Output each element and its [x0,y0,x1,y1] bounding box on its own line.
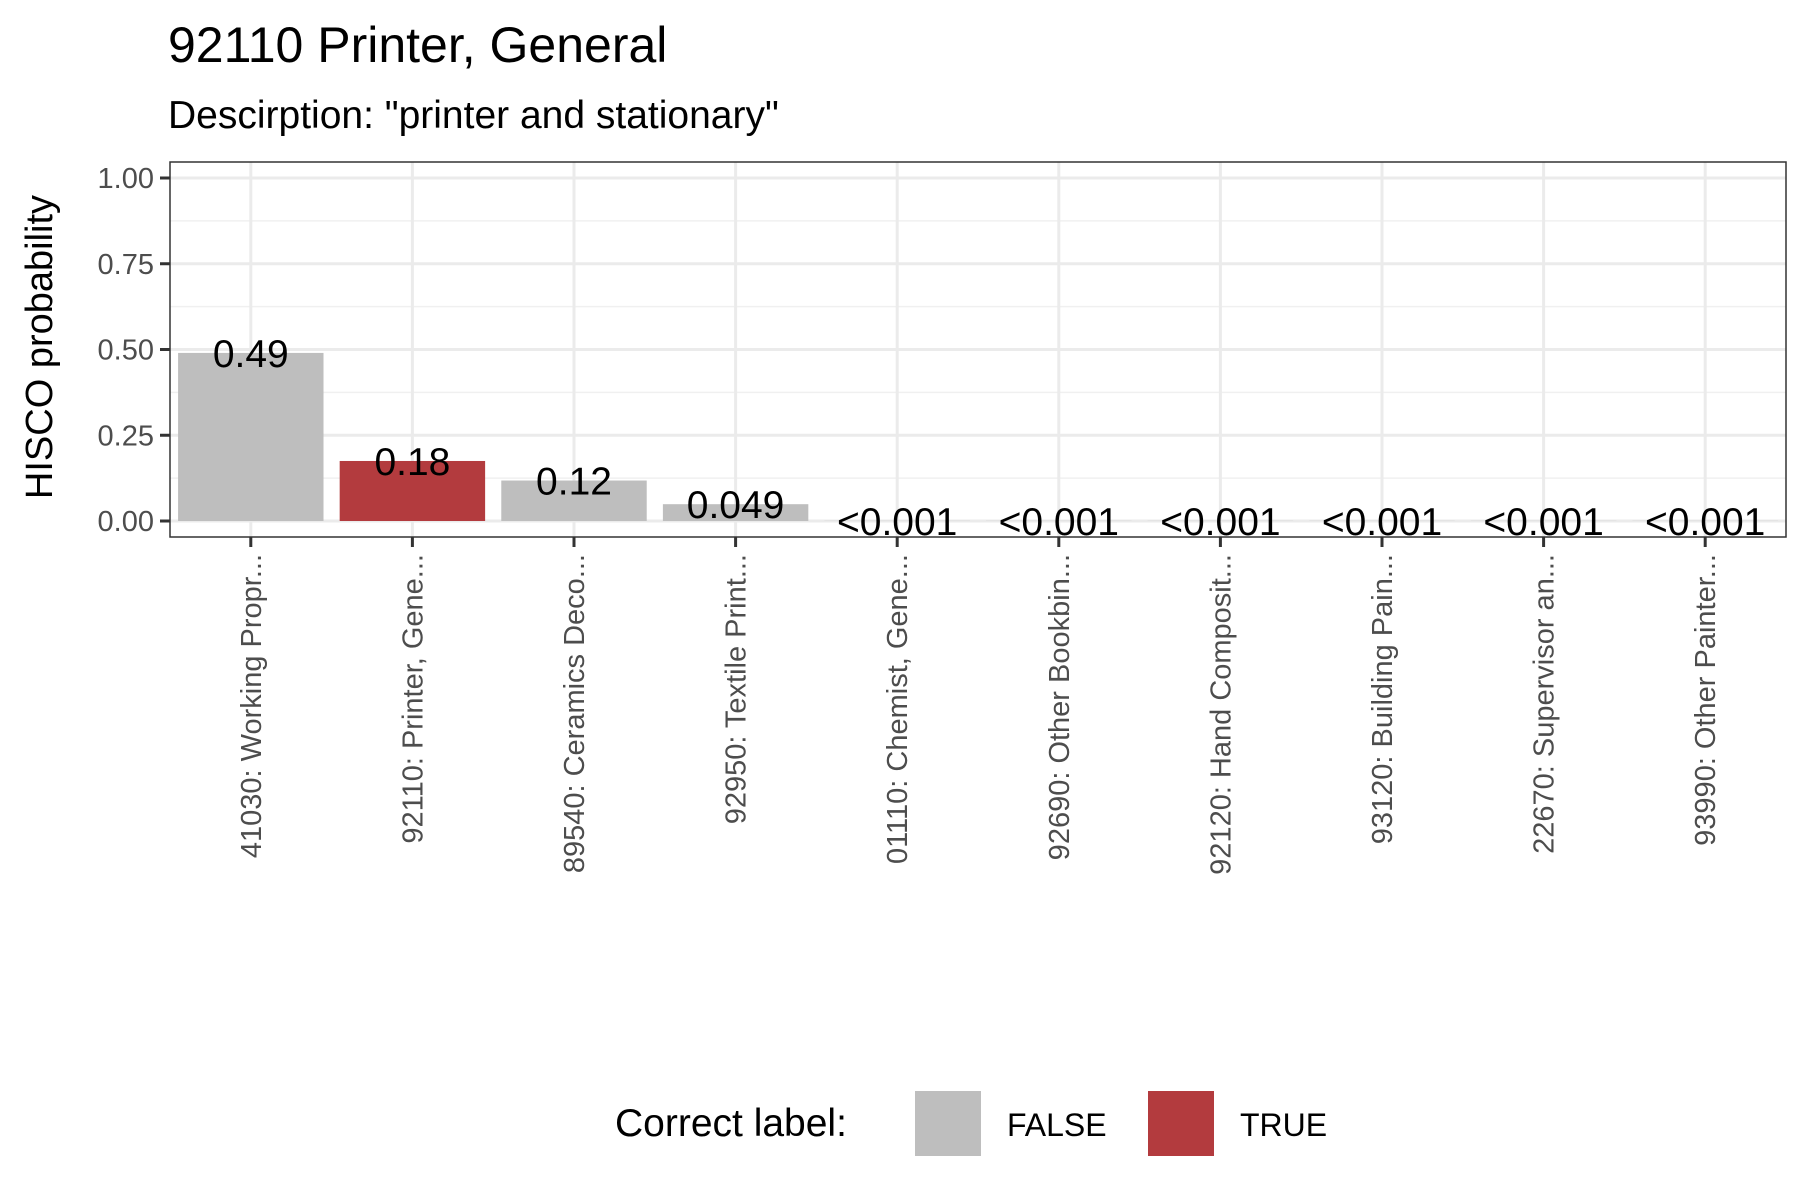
panel-border [169,161,1787,538]
data-label: 0.049 [687,484,785,527]
legend-key-false [915,1091,981,1156]
legend-label-true: TRUE [1240,1107,1327,1143]
bar [662,504,809,521]
x-tick-label: 92950: Textile Print... [721,554,753,824]
bar [178,352,324,521]
legend-label-false: FALSE [1007,1107,1107,1143]
x-tick-label: 92120: Hand Composit... [1205,554,1237,875]
data-label: 0.49 [213,333,289,376]
bar [339,460,486,521]
y-axis-title: HISCO probability [19,195,61,499]
y-tick-label: 0.25 [98,420,154,452]
legend-key-true [1148,1091,1214,1156]
x-tick-label: 89540: Ceramics Deco... [559,554,591,873]
x-tick-label: 22670: Supervisor an... [1529,554,1561,854]
y-tick-label: 0.50 [98,335,154,367]
y-tick-label: 0.75 [98,249,154,281]
legend: Correct label: FALSE TRUE [615,1091,1327,1156]
y-axis: 0.00 0.25 0.50 0.75 1.00 [98,163,170,538]
x-tick-label: 93120: Building Pain... [1367,554,1399,844]
chart-title: 92110 Printer, General [168,17,667,73]
chart-subtitle: Descirption: "printer and stationary" [168,94,779,137]
x-tick-label: 93990: Other Painter... [1690,554,1722,846]
y-tick-label: 0.00 [98,506,154,538]
x-axis: 41030: Working Propr... 92110: Printer, G… [236,537,1722,875]
x-tick-label: 01110: Chemist, Gene... [882,554,914,864]
y-tick-label: 1.00 [98,163,154,195]
data-label: 0.18 [374,441,450,484]
x-tick-label: 92690: Other Bookbin... [1044,554,1076,860]
x-tick-label: 92110: Printer, Gene... [397,554,429,844]
x-tick-label: 41030: Working Propr... [236,554,268,858]
bar [501,480,647,521]
legend-title: Correct label: [615,1102,847,1145]
bars [178,352,1778,521]
data-label: 0.12 [536,461,612,504]
